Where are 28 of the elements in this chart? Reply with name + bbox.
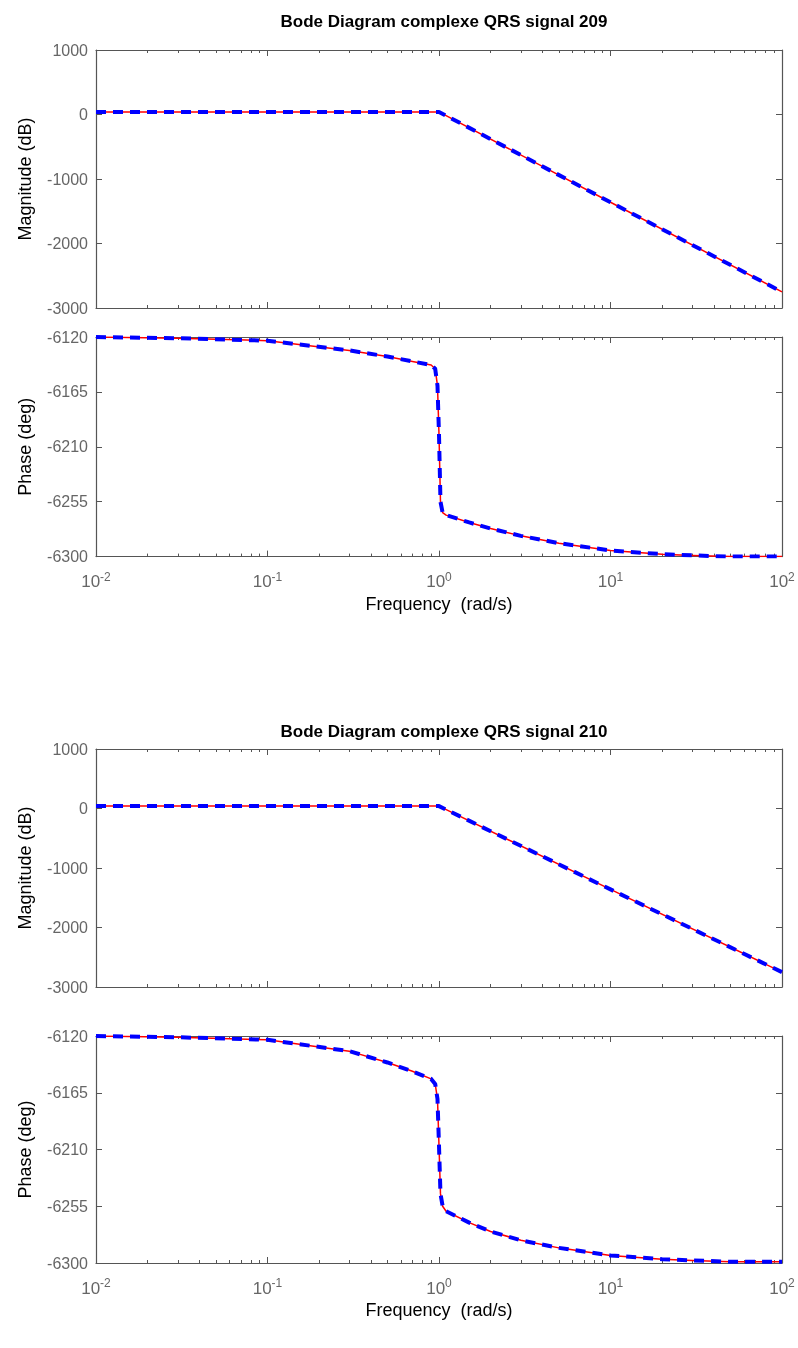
x-axis-title: Frequency (rad/s) (365, 1300, 513, 1321)
y-tick-label: -1000 (47, 859, 89, 877)
y-tick-label: 0 (79, 106, 89, 123)
y-tick-label: 0 (79, 800, 89, 817)
y-axis-title: Magnitude (dB) (15, 117, 35, 241)
y-tick-label: -3000 (47, 299, 89, 317)
y-axis-title: Phase (deg) (15, 397, 35, 496)
y-axis-title: Phase (deg) (15, 1100, 35, 1199)
y-tick-label: -2000 (47, 919, 89, 936)
y-tick-label: -6255 (47, 1197, 89, 1215)
y-tick-label: -6210 (47, 1141, 89, 1158)
y-tick-label: -3000 (47, 978, 89, 996)
y-tick-label: -2000 (47, 235, 89, 252)
y-tick-label: -6120 (47, 1027, 89, 1045)
y-tick-label: -6210 (47, 438, 89, 456)
y-tick-label: -1000 (47, 170, 89, 188)
x-axis-title: Frequency (rad/s) (365, 594, 513, 614)
y-tick-label: -6300 (47, 548, 89, 566)
y-tick-label: -6120 (47, 328, 89, 346)
y-tick-label: -6255 (47, 493, 89, 511)
y-tick-label: 1000 (52, 740, 89, 758)
y-tick-label: -6300 (47, 1254, 89, 1272)
chart-title: Bode Diagram complexe QRS signal 209 (280, 12, 608, 31)
chart-title: Bode Diagram complexe QRS signal 210 (280, 722, 608, 741)
y-tick-label: -6165 (47, 383, 89, 401)
y-tick-label: 1000 (52, 41, 89, 59)
y-axis-title: Magnitude (dB) (15, 806, 35, 930)
y-tick-label: -6165 (47, 1084, 89, 1102)
